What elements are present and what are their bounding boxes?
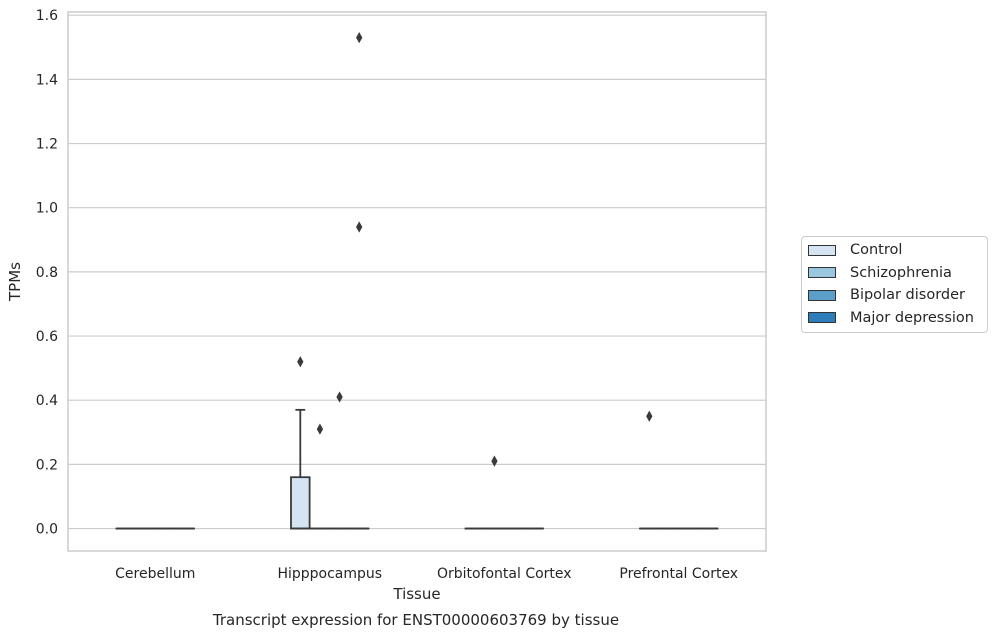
y-tick-label: 1.4 bbox=[36, 72, 58, 88]
legend-swatch-control bbox=[808, 244, 836, 256]
x-tick-label: Orbitofontal Cortex bbox=[437, 566, 572, 582]
y-tick-labels: 0.0 0.2 0.4 0.6 0.8 1.0 1.2 1.4 1.6 bbox=[36, 8, 58, 537]
x-tick-label: Prefrontal Cortex bbox=[619, 566, 738, 582]
outlier-point bbox=[316, 423, 324, 435]
legend-swatch-schizophrenia bbox=[808, 267, 836, 279]
y-tick-label: 0.4 bbox=[36, 393, 58, 409]
outlier-point bbox=[356, 221, 363, 233]
outlier-point bbox=[336, 391, 343, 403]
chart-title: Transcript expression for ENST0000060376… bbox=[212, 611, 619, 629]
legend-label: Bipolar disorder bbox=[850, 287, 965, 304]
box-plots bbox=[115, 408, 719, 530]
y-tick-label: 0.6 bbox=[36, 329, 58, 345]
y-axis-title: TPMs bbox=[6, 262, 24, 302]
y-tick-label: 1.2 bbox=[36, 137, 58, 153]
legend-label: Control bbox=[850, 242, 903, 259]
legend-item-control: Control bbox=[802, 239, 987, 262]
outlier-point bbox=[297, 356, 304, 368]
legend: Control Schizophrenia Bipolar disorder M… bbox=[801, 236, 988, 333]
outlier-points bbox=[297, 32, 653, 467]
legend-swatch-major-depression bbox=[808, 312, 836, 324]
plot-frame bbox=[67, 11, 767, 552]
outlier-point bbox=[646, 410, 653, 422]
gridlines bbox=[68, 14, 766, 530]
legend-item-schizophrenia: Schizophrenia bbox=[802, 262, 987, 285]
x-axis-title: Tissue bbox=[392, 585, 440, 603]
x-tick-label: Hipppocampus bbox=[277, 566, 382, 582]
outlier-point bbox=[356, 32, 363, 44]
legend-swatch-bipolar-disorder bbox=[808, 289, 836, 301]
y-tick-label: 0.0 bbox=[36, 522, 58, 538]
x-tick-labels: Cerebellum Hipppocampus Orbitofontal Corte… bbox=[115, 566, 738, 582]
box bbox=[290, 476, 311, 530]
outlier-point bbox=[491, 455, 498, 467]
legend-label: Schizophrenia bbox=[850, 264, 952, 281]
y-tick-label: 1.0 bbox=[36, 201, 58, 217]
legend-label: Major depression bbox=[850, 309, 974, 326]
y-tick-label: 0.2 bbox=[36, 457, 58, 473]
legend-item-bipolar-disorder: Bipolar disorder bbox=[802, 284, 987, 307]
x-tick-label: Cerebellum bbox=[115, 566, 195, 582]
y-tick-label: 0.8 bbox=[36, 265, 58, 281]
y-tick-label: 1.6 bbox=[36, 8, 58, 24]
legend-item-major-depression: Major depression bbox=[802, 307, 987, 330]
